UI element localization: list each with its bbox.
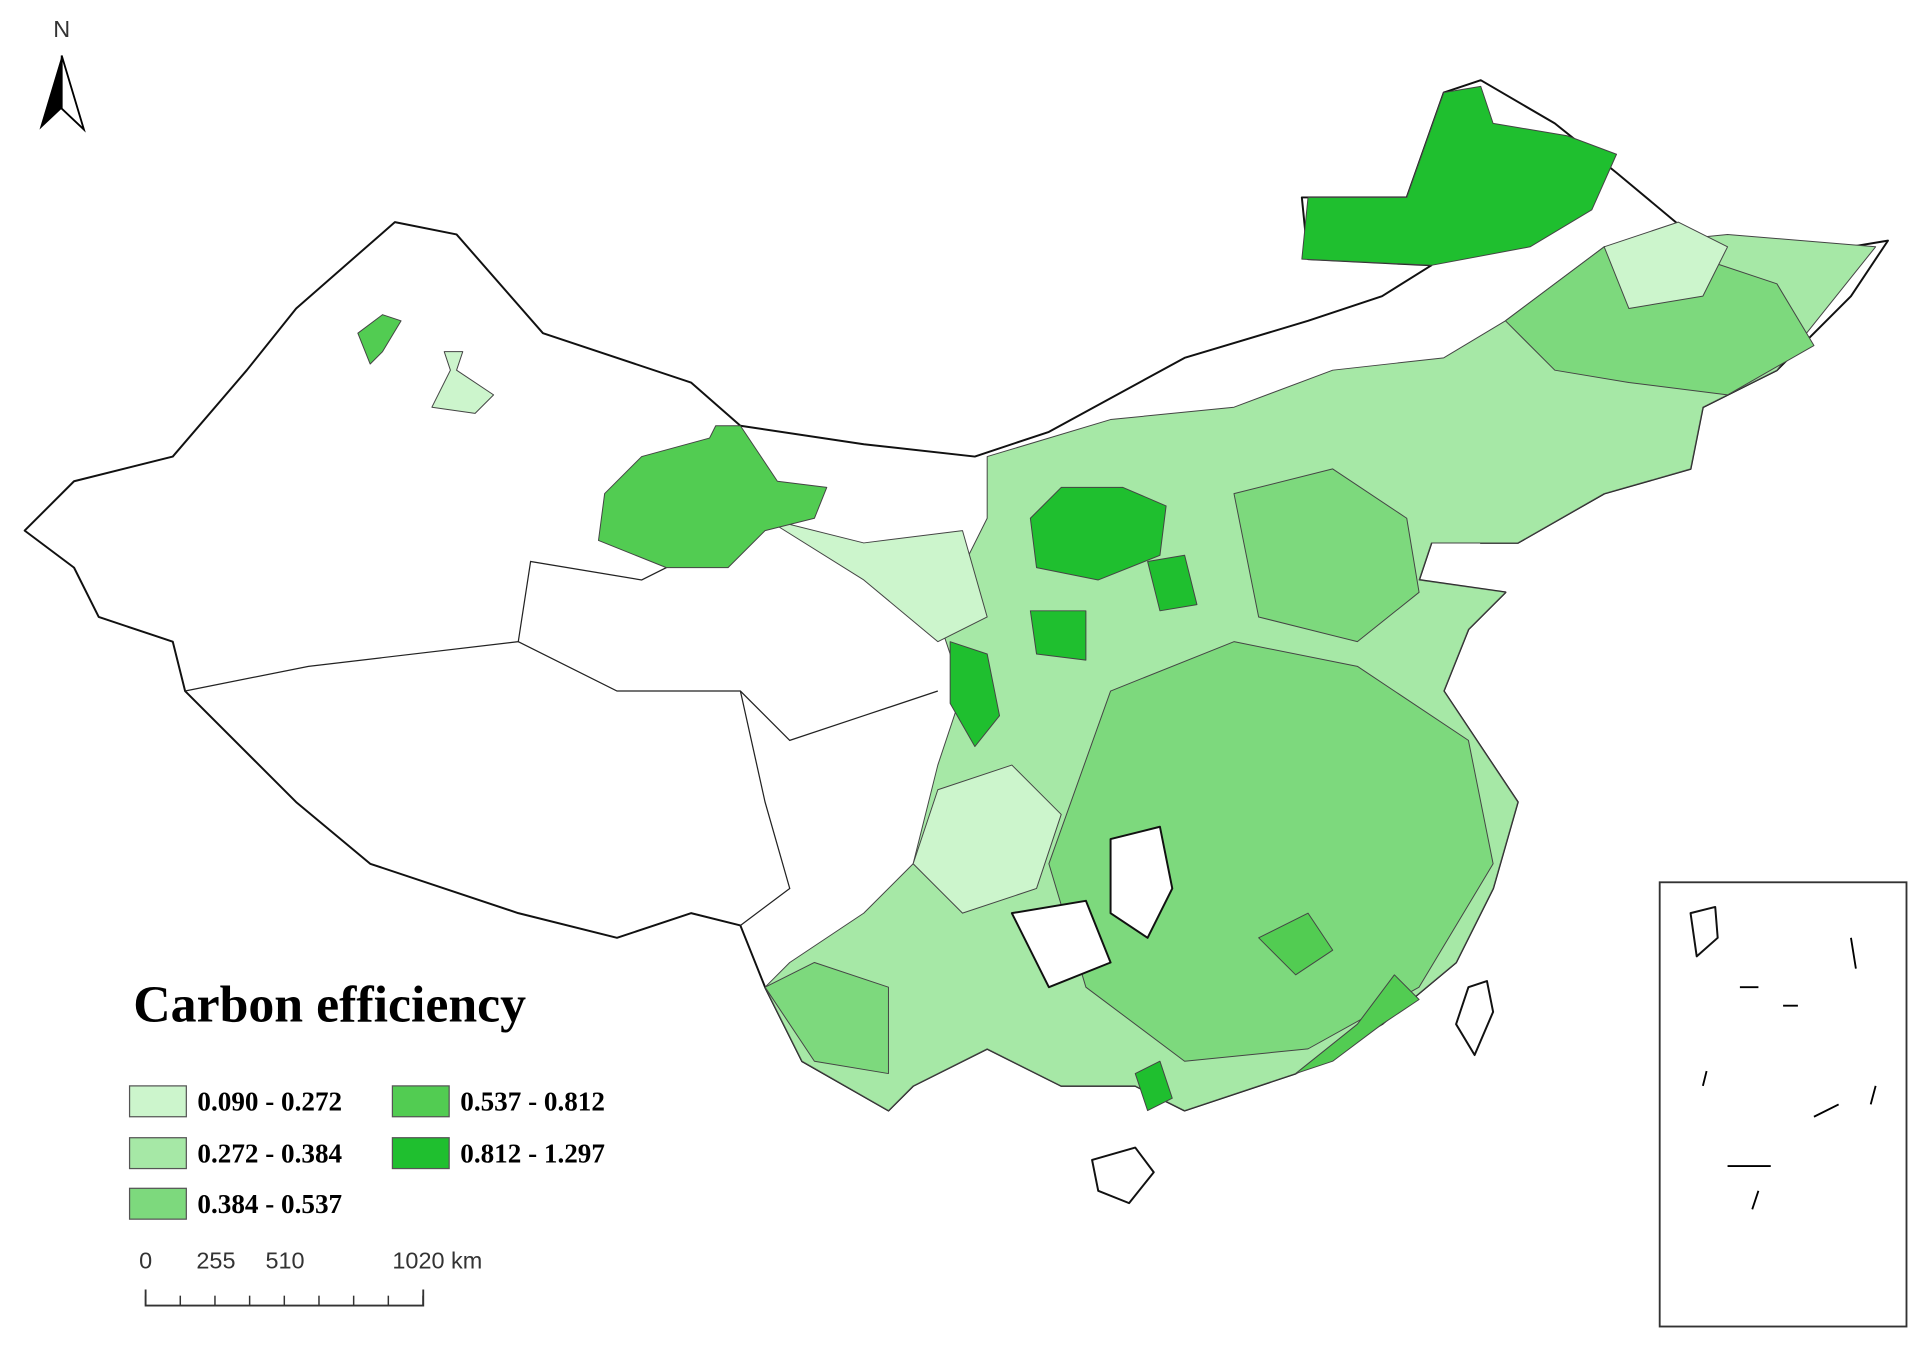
- legend: 0.090 - 0.272 0.272 - 0.384 0.384 - 0.537 0…: [128, 1085, 605, 1220]
- region: [949, 641, 1001, 748]
- legend-label: 0.537 - 0.812: [460, 1087, 605, 1117]
- region-nodata: [1010, 899, 1112, 989]
- legend-swatch: [128, 1187, 187, 1220]
- legend-swatch: [391, 1137, 450, 1170]
- region: [912, 764, 1062, 914]
- legend-label: 0.272 - 0.384: [197, 1138, 342, 1168]
- region: [1134, 1060, 1173, 1112]
- scale-label: 510: [265, 1248, 304, 1274]
- province-border: [739, 690, 791, 926]
- scale-label: 255: [196, 1248, 235, 1274]
- region: [1295, 974, 1420, 1075]
- legend-label: 0.812 - 1.297: [460, 1138, 605, 1168]
- region: [1233, 468, 1420, 643]
- scale-label: 0: [139, 1248, 152, 1274]
- island: [1689, 905, 1719, 958]
- scale-label: 1020 km: [392, 1248, 482, 1274]
- island: [1091, 1146, 1155, 1205]
- legend-label: 0.384 - 0.537: [197, 1189, 342, 1219]
- region: [597, 425, 828, 569]
- region: [1147, 554, 1198, 612]
- province-border: [517, 641, 939, 742]
- region: [1029, 610, 1087, 661]
- legend-swatch: [391, 1085, 450, 1118]
- legend-swatch: [128, 1085, 187, 1118]
- region: [1301, 85, 1618, 266]
- region: [764, 962, 889, 1075]
- region: [1258, 912, 1334, 976]
- region: [1603, 221, 1729, 309]
- region: [357, 314, 402, 365]
- north-arrow: [60, 55, 86, 133]
- inset-islands: [1701, 937, 1877, 1210]
- region-nodata: [1109, 825, 1174, 939]
- scale-bar: 0 255 510 1020 km: [139, 1248, 482, 1307]
- legend-label: 0.090 - 0.272: [197, 1087, 342, 1117]
- region: [1029, 486, 1167, 581]
- legend-swatch: [128, 1137, 187, 1170]
- province-border: [184, 530, 741, 692]
- north-label: N: [53, 16, 70, 42]
- north-arrow: [39, 55, 62, 130]
- region: [764, 517, 988, 643]
- island: [1455, 980, 1495, 1057]
- region: [431, 351, 495, 414]
- inset-frame: [1658, 881, 1908, 1328]
- legend-title: Carbon efficiency: [133, 977, 526, 1034]
